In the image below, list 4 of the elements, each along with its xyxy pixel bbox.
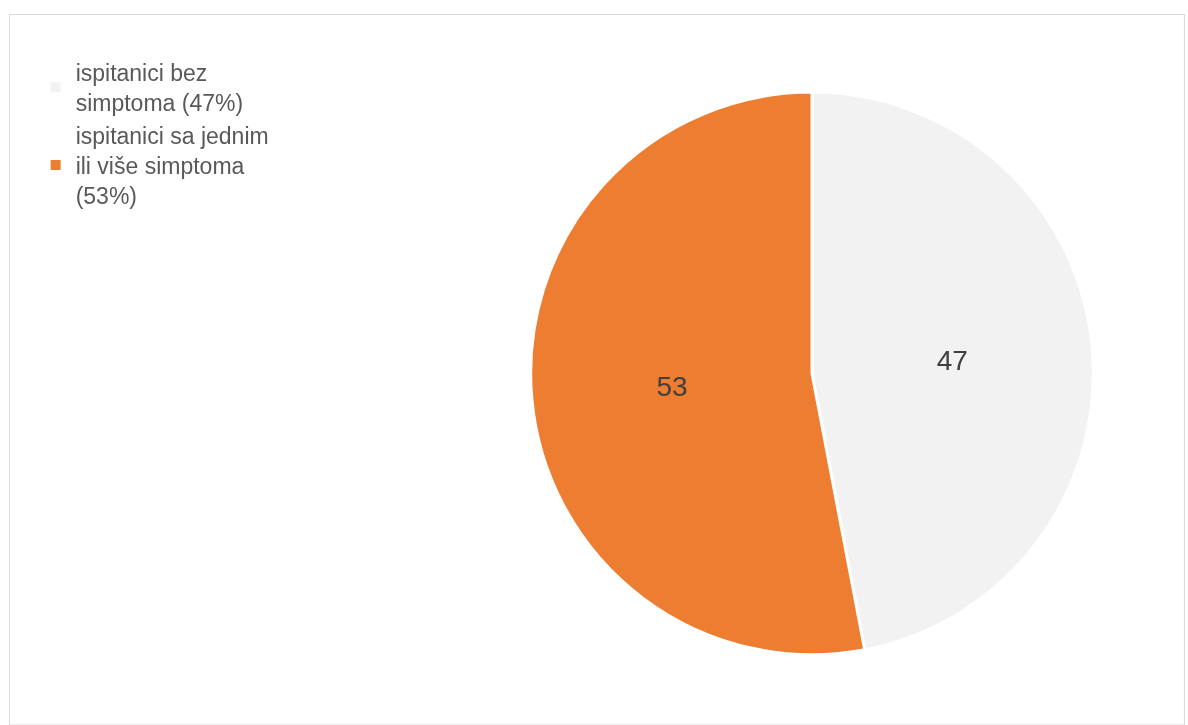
legend-label: ispitanici sa jednim ili više simptoma (53%) [75, 122, 269, 209]
data-label: 47 [936, 344, 968, 376]
data-label: 53 [656, 371, 688, 403]
legend-label: ispitanici bez simptoma (47%) [75, 60, 244, 117]
